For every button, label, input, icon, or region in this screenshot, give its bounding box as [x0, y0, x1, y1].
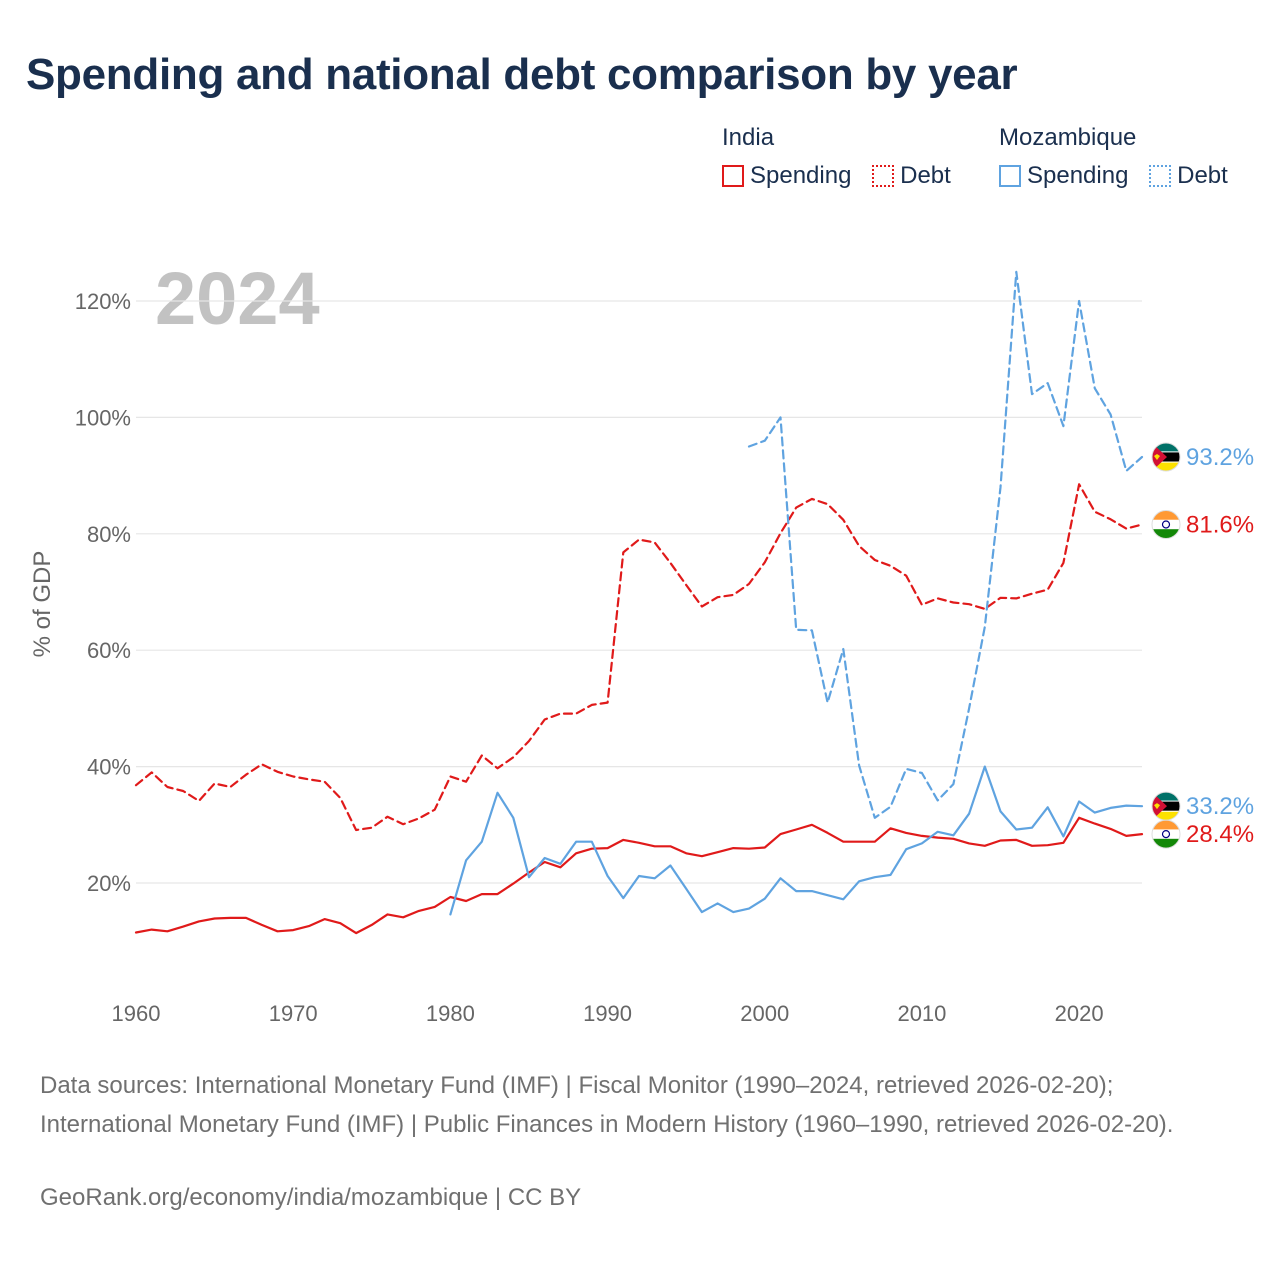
x-tick-label: 1990 [583, 1001, 632, 1026]
legend-india-spending-label: Spending [750, 162, 852, 189]
series [134, 270, 1144, 935]
x-tick-label: 1980 [426, 1001, 475, 1026]
credit-link[interactable]: GeoRank.org/economy/india/mozambique | C… [40, 1184, 582, 1211]
y-tick-label: 40% [87, 755, 131, 780]
legend-india: India Spending Debt [722, 124, 965, 194]
x-tick-label: 2010 [897, 1001, 946, 1026]
series-line-mozambique-debt[interactable] [747, 270, 1144, 819]
legend-mozambique-spending[interactable]: Spending [999, 162, 1128, 190]
legend-mozambique-label: Mozambique [999, 124, 1137, 151]
legend-mozambique-debt[interactable]: Debt [1149, 162, 1228, 190]
legend-swatch-mozambique-spending [999, 165, 1021, 187]
mozambique-flag-icon [1151, 791, 1181, 821]
year-watermark: 2024 [155, 257, 320, 340]
legend-india-debt[interactable]: Debt [872, 162, 951, 190]
x-tick-label: 2000 [740, 1001, 789, 1026]
data-sources: Data sources: International Monetary Fun… [40, 1072, 1174, 1138]
end-labels: 28.4% 81.6% 33.2% 93.2% [1151, 442, 1254, 849]
y-tick-label: 100% [75, 405, 131, 430]
mozambique-flag-icon [1151, 442, 1181, 472]
x-tick-label: 2020 [1055, 1001, 1104, 1026]
x-tick-label: 1970 [269, 1001, 318, 1026]
y-tick-label: 60% [87, 638, 131, 663]
x-tick-label: 1960 [112, 1001, 161, 1026]
chart-title: Spending and national debt comparison by… [26, 50, 1018, 99]
end-value-label: 81.6% [1186, 511, 1254, 538]
end-value-label: 93.2% [1186, 444, 1254, 471]
legend-swatch-india-spending [722, 165, 744, 187]
legend-swatch-india-debt [872, 165, 895, 187]
x-axis: 1960 1970 1980 1990 2000 2010 2020 [112, 1001, 1104, 1026]
india-flag-icon [1151, 819, 1181, 849]
legend-swatch-mozambique-debt [1149, 165, 1172, 187]
legend-india-debt-label: Debt [900, 162, 951, 189]
legend-mozambique: Mozambique Spending Debt [999, 124, 1242, 194]
legend-india-spending[interactable]: Spending [722, 162, 851, 190]
y-tick-label: 20% [87, 871, 131, 896]
series-line-india-spending[interactable] [134, 816, 1144, 935]
india-flag-icon [1151, 509, 1181, 539]
series-line-mozambique-spending[interactable] [449, 765, 1144, 916]
y-tick-label: 80% [87, 522, 131, 547]
end-value-label: 33.2% [1186, 793, 1254, 820]
line-chart: 2024 % of GDP 20%40%60%80%100%120% 1960 1… [29, 257, 1254, 1026]
grid [136, 300, 1142, 884]
y-axis: 20% 40% 60% 80% 100% 120% [75, 289, 131, 896]
series-line-india-debt[interactable] [134, 483, 1144, 832]
legend-india-label: India [722, 124, 775, 151]
legend-mozambique-debt-label: Debt [1177, 162, 1228, 189]
legend-mozambique-spending-label: Spending [1027, 162, 1129, 189]
end-value-label: 28.4% [1186, 821, 1254, 848]
y-tick-label: 120% [75, 289, 131, 314]
y-axis-label: % of GDP [29, 551, 56, 658]
